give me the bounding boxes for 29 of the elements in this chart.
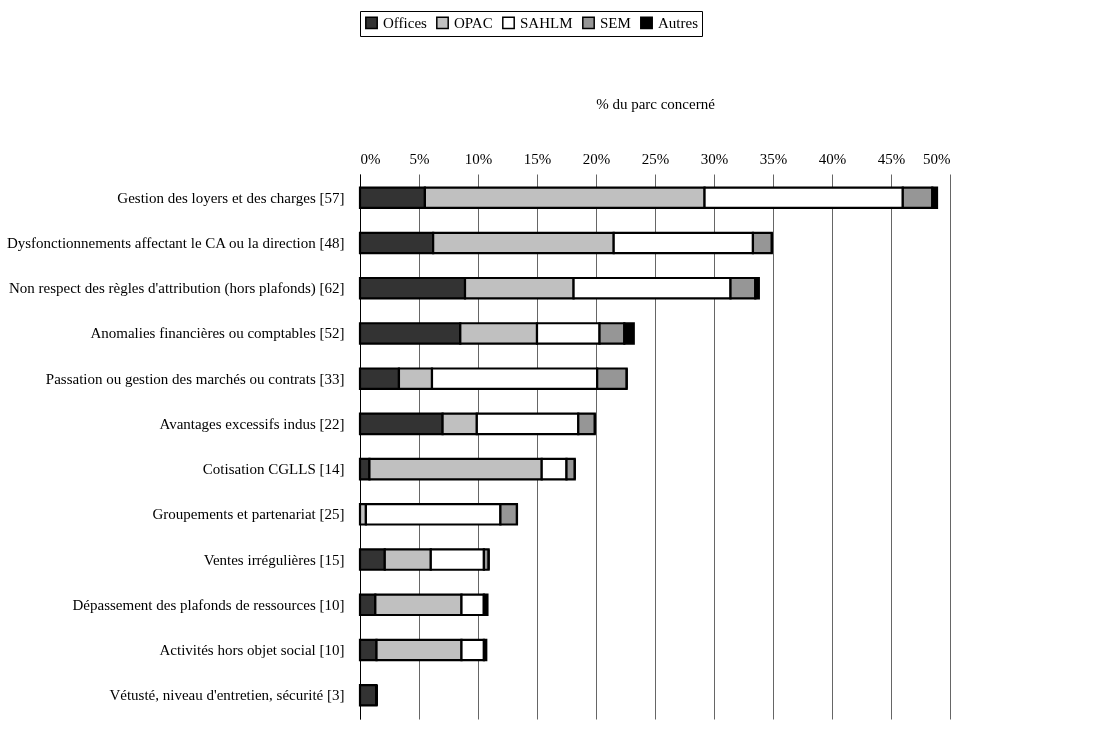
x-tick-label: 25% [641,150,670,167]
legend-label: Offices [383,14,428,31]
y-tick-label: Vétusté, niveau d'entretien, sécurité [3] [109,687,345,704]
y-tick-label: Gestion des loyers et des charges [57] [117,189,345,206]
y-tick-label: Dépassement des plafonds de ressources [10] [72,596,345,613]
y-tick-label: Dysfonctionnements affectant le CA ou la direction [48] [6,234,345,251]
legend-label: OPAC [454,14,493,31]
x-tick-label: 50% [923,150,951,167]
legend-label: SAHLM [520,14,573,31]
y-tick-label: Non respect des règles d'attribution (hors plafonds) [62] [8,280,345,298]
x-tick-label: 5% [409,150,430,167]
x-tick-label: 35% [759,150,788,167]
legend-label: Autres [658,14,699,31]
x-tick-label: 45% [877,150,906,167]
x-tick-label: 0% [360,150,381,167]
x-tick-label: 15% [523,150,552,167]
y-tick-label: Passation ou gestion des marchés ou contrats [33] [45,370,345,387]
y-tick-label: Anomalies financières ou comptables [52] [90,325,345,342]
x-tick-label: 40% [818,150,847,167]
y-tick-label: Activités hors objet social [10] [159,642,345,659]
x-tick-label: 30% [700,150,729,167]
y-tick-label: Groupements et partenariat [25] [152,506,345,523]
y-tick-label: Ventes irrégulières [15] [203,551,345,568]
y-tick-label: Cotisation CGLLS [14] [202,461,345,478]
x-tick-label: 20% [582,150,611,167]
legend-label: SEM [600,14,631,31]
x-axis-title: % du parc concerné [596,95,716,112]
y-tick-label: Avantages excessifs indus [22] [159,415,345,432]
x-tick-label: 10% [464,150,493,167]
